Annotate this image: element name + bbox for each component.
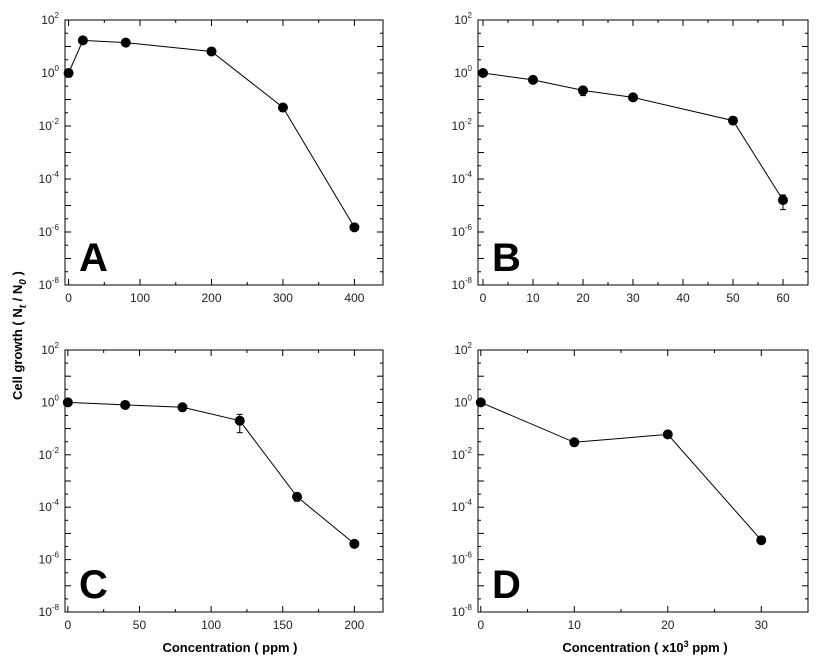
x-tick-label: 10: [568, 618, 582, 632]
data-point: [475, 397, 486, 408]
plot-frame: [477, 19, 809, 286]
x-tick-label: 30: [626, 291, 640, 305]
data-point: [578, 85, 588, 96]
x-tick-label: 30: [755, 618, 769, 632]
y-tick-label: 102: [41, 11, 59, 27]
data-point: [778, 195, 788, 206]
x-tick-label: 50: [726, 291, 740, 305]
y-tick-label: 10-2: [39, 446, 60, 462]
y-tick-label: 10-4: [452, 170, 473, 186]
data-point: [292, 491, 303, 502]
plot-frame: [477, 349, 809, 613]
data-point: [662, 429, 673, 440]
y-tick-label: 10-6: [39, 551, 60, 567]
y-tick-label: 10-2: [452, 117, 473, 133]
data-point: [234, 415, 245, 426]
x-tick-label: 150: [273, 618, 293, 632]
x-tick-label: 10: [526, 291, 540, 305]
y-tick-label: 102: [454, 11, 472, 27]
x-tick-label: 0: [480, 291, 487, 305]
data-point: [756, 535, 767, 546]
y-tick-label: 10-6: [452, 551, 473, 567]
data-point: [63, 68, 74, 78]
y-tick-label: 10-6: [452, 223, 473, 239]
y-tick-label: 10-6: [39, 223, 60, 239]
y-tick-label: 10-2: [452, 446, 473, 462]
x-axis-title-left: Concentration ( ppm ): [162, 640, 297, 655]
panel-letter: B: [492, 236, 521, 280]
y-tick-label: 100: [41, 393, 59, 409]
series-line: [68, 39, 355, 228]
data-point: [120, 37, 131, 48]
data-point: [528, 74, 538, 85]
y-tick-label: 100: [454, 64, 472, 80]
y-tick-label: 102: [454, 341, 472, 357]
series-line: [482, 72, 784, 201]
y-tick-label: 10-8: [452, 603, 473, 619]
plot-frame: [64, 19, 384, 286]
plot-frame: [64, 349, 384, 613]
x-tick-label: 40: [676, 291, 690, 305]
y-tick-label: 10-2: [39, 117, 60, 133]
x-tick-label: 100: [201, 618, 221, 632]
data-point: [177, 402, 188, 413]
data-point: [728, 115, 738, 126]
panel-a: 10-8 10-6 10-4 10-2 100 102 0 100 200 300 400 A: [39, 11, 384, 305]
y-tick-label: 10-4: [452, 498, 473, 514]
x-tick-label: 200: [201, 291, 221, 305]
panel-letter: D: [492, 563, 521, 607]
data-point: [628, 92, 638, 103]
x-tick-label: 0: [65, 618, 72, 632]
x-tick-label: 50: [133, 618, 147, 632]
data-point: [569, 437, 580, 448]
x-axis-title-right: Concentration ( x103 ppm ): [562, 639, 727, 655]
x-tick-label: 200: [344, 618, 364, 632]
data-point: [206, 46, 217, 57]
x-tick-label: 100: [130, 291, 150, 305]
y-axis-title: Cell growth ( Nt / N0 ): [10, 271, 29, 400]
x-tick-label: 0: [477, 618, 484, 632]
panel-letter: C: [79, 563, 108, 607]
panel-letter: A: [79, 236, 108, 280]
y-tick-label: 100: [454, 393, 472, 409]
series-line: [480, 401, 762, 541]
data-point: [349, 538, 360, 549]
data-point: [62, 397, 73, 408]
y-tick-label: 100: [41, 64, 59, 80]
x-tick-label: 400: [344, 291, 364, 305]
data-point: [349, 222, 360, 233]
y-tick-label: 10-8: [452, 276, 473, 292]
y-tick-label: 10-8: [39, 603, 60, 619]
data-point: [478, 68, 488, 78]
data-point: [120, 399, 131, 410]
y-tick-label: 10-4: [39, 170, 60, 186]
y-tick-label: 10-8: [39, 276, 60, 292]
x-tick-label: 300: [273, 291, 293, 305]
data-point: [277, 102, 288, 113]
y-tick-label: 102: [41, 341, 59, 357]
panel-c: 10-8 10-6 10-4 10-2 100 102 0 50 100 150 200 C: [39, 341, 384, 632]
x-tick-label: 20: [661, 618, 675, 632]
series-line: [67, 401, 355, 545]
x-tick-label: 20: [576, 291, 590, 305]
x-tick-label: 60: [776, 291, 790, 305]
x-tick-label: 0: [65, 291, 72, 305]
y-tick-label: 10-4: [39, 498, 60, 514]
data-point: [77, 35, 88, 46]
